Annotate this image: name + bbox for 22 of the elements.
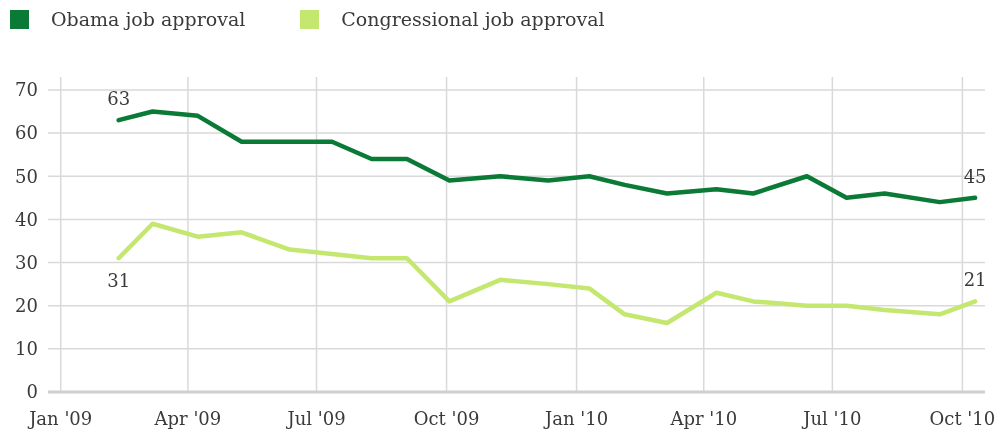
legend-label: Obama job approval — [51, 8, 246, 30]
data-label: 31 — [107, 270, 131, 292]
y-tick-label: 10 — [15, 338, 38, 360]
x-tick-label: Jan '10 — [543, 407, 609, 429]
y-tick-label: 30 — [15, 251, 38, 273]
x-tick-label: Apr '10 — [669, 407, 738, 429]
x-tick-label: Oct '10 — [929, 407, 996, 429]
data-label: 45 — [963, 165, 987, 187]
y-tick-label: 50 — [15, 165, 38, 187]
y-tick-label: 20 — [15, 295, 38, 317]
x-tick-label: Jan '09 — [27, 407, 93, 429]
x-tick-label: Jul '10 — [801, 407, 862, 429]
x-tick-label: Jul '09 — [285, 407, 346, 429]
data-label: 63 — [107, 88, 131, 110]
y-tick-label: 40 — [15, 208, 38, 230]
data-label: 21 — [963, 269, 987, 291]
legend-label: Congressional job approval — [341, 8, 605, 30]
y-tick-label: 60 — [15, 122, 38, 144]
x-tick-label: Oct '09 — [413, 407, 480, 429]
y-tick-label: 0 — [26, 381, 38, 403]
x-tick-label: Apr '09 — [153, 407, 222, 429]
y-tick-label: 70 — [15, 79, 38, 101]
